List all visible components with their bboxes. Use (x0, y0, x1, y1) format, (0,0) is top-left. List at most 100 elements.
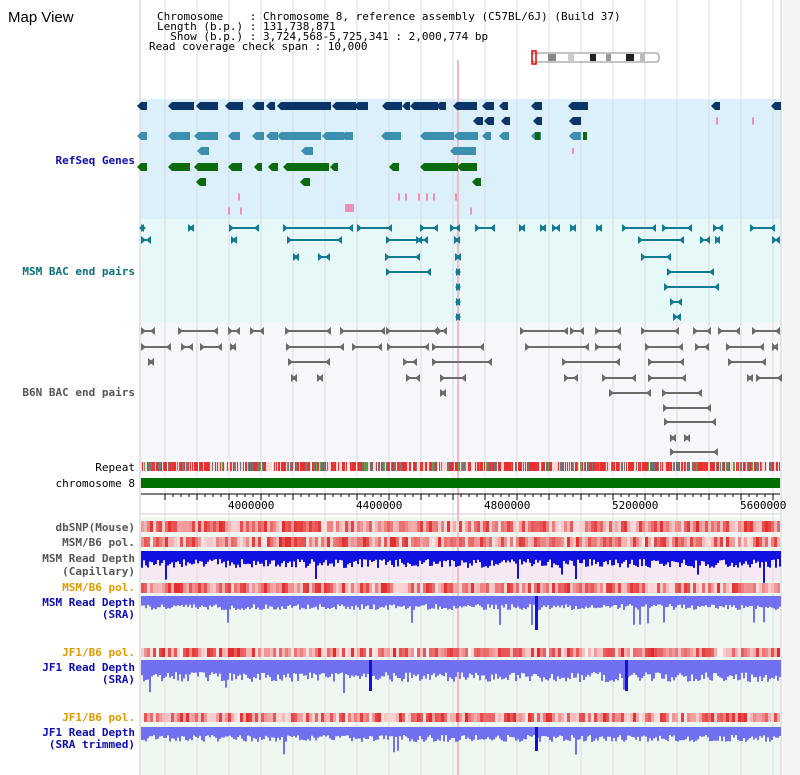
depth-bar-jf1-trimmed (383, 727, 385, 740)
pol-segment (747, 713, 750, 722)
pol-segment (579, 583, 582, 593)
pol-segment (402, 713, 405, 722)
depth-bar-jf1-sra (421, 660, 423, 680)
depth-bar-msm-sra (417, 596, 419, 607)
depth-bar-jf1-sra (145, 660, 147, 680)
msm-bac-pair-arrow (455, 236, 460, 244)
pol-segment (768, 583, 771, 593)
pol-segment (525, 537, 528, 547)
pol-segment (315, 713, 318, 722)
pol-segment (687, 713, 690, 722)
depth-bar-jf1-sra (211, 660, 213, 673)
pol-segment (255, 521, 258, 532)
depth-bar-jf1-trimmed (317, 727, 319, 738)
depth-bar-jf1-sra (691, 660, 693, 675)
pol-segment (684, 521, 687, 532)
depth-bar-msm-capillary (245, 551, 247, 565)
pol-segment (528, 521, 531, 532)
track-label-msm-bac[interactable]: MSM BAC end pairs (22, 265, 135, 278)
depth-bar-msm-sra (223, 596, 225, 610)
repeat-segment (401, 462, 402, 471)
depth-bar-jf1-trimmed (297, 727, 299, 736)
pol-segment (543, 537, 546, 547)
depth-bar-msm-capillary (651, 551, 653, 561)
depth-bar-jf1-sra (631, 660, 633, 675)
depth-bar-msm-sra (221, 596, 223, 610)
repeat-segment (291, 462, 292, 471)
pol-segment (300, 537, 303, 547)
repeat-segment (773, 462, 774, 471)
depth-bar-msm-capillary (619, 551, 621, 568)
depth-bar-msm-sra (467, 596, 469, 606)
track-label-refseq[interactable]: RefSeq Genes (55, 154, 135, 167)
pol-segment (249, 521, 252, 532)
repeat-segment (221, 462, 222, 471)
repeat-segment (249, 462, 250, 471)
repeat-segment (569, 462, 570, 471)
pol-segment (153, 537, 156, 547)
depth-bar-msm-capillary (197, 551, 199, 564)
repeat-segment (653, 462, 654, 471)
depth-bar-msm-capillary (147, 551, 149, 568)
pol-segment (306, 521, 309, 532)
depth-bar-msm-sra (147, 596, 149, 605)
b6n-bac-pair (595, 346, 621, 348)
refseq-gene-arrow (420, 132, 424, 140)
depth-bar-jf1-sra (521, 660, 523, 673)
depth-bar-jf1-trimmed (609, 727, 611, 737)
pol-segment (777, 537, 780, 547)
pol-segment (231, 713, 234, 722)
depth-bar-msm-sra (769, 596, 771, 607)
pol-segment (450, 583, 453, 593)
repeat-segment (529, 462, 530, 471)
b6n-bac-pair-arrow (773, 343, 778, 351)
refseq-gene (486, 132, 491, 140)
repeat-segment (758, 462, 759, 471)
repeat-segment (310, 462, 311, 471)
depth-bar-jf1-trimmed (615, 727, 617, 742)
refseq-gene (385, 132, 401, 140)
pol-segment (213, 713, 216, 722)
depth-bar-msm-capillary (277, 551, 279, 565)
depth-bar-jf1-trimmed (159, 727, 161, 737)
b6n-bac-pair-arrow (752, 327, 757, 335)
depth-bar-msm-sra (585, 596, 587, 607)
refseq-track-bg (141, 99, 780, 219)
depth-bar-msm-sra (351, 596, 353, 607)
pol-segment (369, 521, 372, 532)
depth-bar-jf1-trimmed (233, 727, 235, 739)
pol-segment (735, 648, 738, 657)
repeat-segment (389, 462, 390, 471)
b6n-bac-pair (648, 361, 684, 363)
pol-segment (366, 648, 369, 657)
depth-bar-msm-capillary (207, 551, 209, 562)
repeat-segment (586, 462, 587, 471)
track-label-b6n-bac[interactable]: B6N BAC end pairs (22, 386, 135, 399)
repeat-segment (429, 462, 430, 471)
repeat-segment (735, 462, 736, 471)
pol-segment (258, 521, 261, 532)
depth-bar-msm-sra (159, 596, 161, 608)
pol-segment (720, 648, 723, 657)
pol-segment (351, 713, 354, 722)
repeat-segment (694, 462, 695, 471)
repeat-segment (297, 462, 298, 471)
pol-segment (258, 537, 261, 547)
depth-bar-jf1-sra (279, 660, 281, 680)
repeat-segment (268, 462, 269, 471)
depth-bar-msm-sra (297, 596, 299, 605)
depth-bar-msm-sra (421, 596, 423, 606)
pol-segment (708, 521, 711, 532)
depth-bar-msm-sra (565, 596, 567, 605)
repeat-segment (148, 462, 149, 471)
b6n-bac-pair-arrow (756, 374, 761, 382)
repeat-segment (574, 462, 575, 471)
repeat-segment (164, 462, 165, 471)
depth-bar-msm-capillary (495, 551, 497, 564)
depth-bar-jf1-trimmed (519, 727, 521, 742)
depth-bar-msm-capillary (237, 551, 239, 565)
pol-segment (627, 537, 630, 547)
pol-segment (615, 648, 618, 657)
depth-bar-msm-capillary (249, 551, 251, 565)
